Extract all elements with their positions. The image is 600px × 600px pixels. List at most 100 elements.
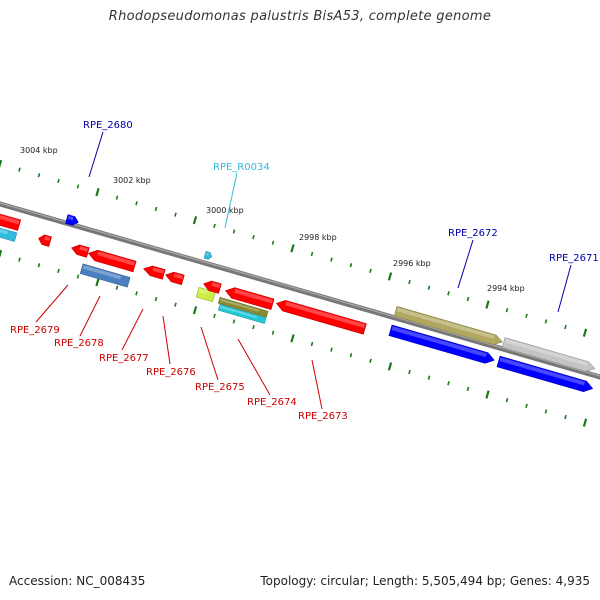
gene-rpe-2674-arrow-highlight [234, 288, 273, 304]
gene-label-leader [35, 284, 69, 323]
gene-rpe-2671-arrow[interactable] [501, 337, 596, 374]
gene-label-leader [200, 326, 219, 381]
gene-rpe-2680-left-arrow[interactable] [0, 211, 22, 231]
gene-rpe-2675-block-highlight [198, 288, 208, 295]
gene-rpe-2678-arrow[interactable] [70, 243, 90, 258]
upper-scale-tick [115, 195, 119, 200]
lower-scale-tick [192, 306, 198, 315]
gene-label-leader [557, 264, 572, 313]
upper-scale-tick [544, 319, 548, 324]
upper-scale-tick [95, 187, 100, 197]
rna-rpe-r0034-arrow[interactable] [203, 251, 213, 260]
lower-scale-tick [505, 398, 509, 403]
gene-label-bottom[interactable]: RPE_2678 [54, 338, 104, 349]
upper-scale-tick [564, 324, 567, 330]
gene-rpe-2680-arrow-body [65, 214, 79, 226]
gene-rpe-2678-block-body [79, 263, 131, 288]
gene-label-bottom[interactable]: RPE_2679 [10, 325, 60, 336]
lower-scale-tick [310, 341, 314, 347]
gene-rpe-2674-arrow[interactable] [224, 285, 275, 310]
gene-rpe-2671-blue-arrow[interactable] [496, 355, 594, 394]
upper-scale-tick [76, 184, 80, 189]
upper-scale-tick [135, 201, 138, 206]
upper-scale-tick [271, 240, 275, 245]
accession-label: Accession: NC_008435 [9, 574, 146, 588]
lower-scale-tick [76, 274, 80, 279]
lower-scale-tick [349, 353, 353, 358]
genome-backbone-highlight [0, 202, 600, 377]
scale-label: 3000 kbp [206, 206, 244, 215]
gene-rpe-2671-arrow-body [501, 337, 596, 372]
upper-scale-tick [57, 178, 60, 184]
gene-rpe-2674-small-arrow[interactable] [202, 279, 222, 294]
gene-rpe-2673-arrow[interactable] [275, 298, 367, 335]
gene-rpe-2678-block[interactable] [79, 263, 131, 288]
gene-rpe-2674-cyan[interactable] [217, 304, 267, 324]
lower-scale-tick [387, 362, 393, 371]
genome-title: Rhodopseudomonas palustris BisA53, compl… [108, 9, 492, 24]
upper-scale-tick [447, 291, 450, 296]
gene-rpe-2671-arrow-highlight [504, 338, 588, 366]
gene-label-top[interactable]: RPE_2680 [83, 120, 133, 131]
lower-scale-tick [115, 285, 119, 290]
upper-scale-tick [154, 206, 158, 212]
upper-scale-tick [252, 234, 255, 240]
gene-rpe-2676-arrow-body [143, 265, 166, 280]
lower-scale-tick [290, 334, 295, 343]
gene-rpe-2676-arrow[interactable] [142, 264, 166, 280]
gene-rpe-2672-blue-arrow[interactable] [388, 324, 496, 365]
gene-rpe-2674-olive[interactable] [217, 297, 269, 318]
gene-rpe-2679-arrow-body [38, 234, 52, 247]
lower-scale-tick [330, 347, 333, 352]
upper-scale-tick [192, 216, 198, 225]
gene-rpe-2675-arrow[interactable] [164, 270, 185, 286]
gene-rpe-2672-blue-arrow-highlight [391, 326, 487, 358]
upper-scale-tick [369, 268, 372, 273]
gene-label-bottom[interactable]: RPE_2676 [146, 367, 196, 378]
gene-rpe-2672-arrow-body [393, 306, 503, 345]
lower-scale-tick [564, 414, 567, 420]
upper-scale-tick [330, 257, 333, 262]
gene-rpe-2672-arrow-highlight [396, 307, 495, 340]
lower-scale-tick [369, 358, 372, 363]
lower-scale-tick [525, 403, 528, 408]
lower-scale-tick [408, 369, 411, 375]
gene-rpe-2678-block-highlight [82, 265, 122, 280]
genome-backbone [0, 201, 600, 380]
lower-scale-tick [18, 257, 21, 262]
gene-label-bottom[interactable]: RPE_2677 [99, 353, 149, 364]
lower-scale-tick [213, 313, 216, 318]
lower-scale-tick [252, 324, 255, 330]
gene-rpe-2676-arrow-highlight [152, 267, 164, 274]
gene-label-leader [162, 315, 171, 365]
lower-scale-tick [154, 296, 158, 302]
gene-label-leader [311, 359, 323, 410]
gene-rpe-2672-arrow[interactable] [393, 306, 503, 346]
upper-scale-tick [213, 223, 216, 228]
rna-left-edge-arrow[interactable] [0, 224, 18, 242]
gene-label-leader [79, 295, 101, 337]
lower-scale-tick [427, 375, 431, 380]
upper-scale-tick [174, 212, 177, 217]
gene-label-top[interactable]: RPE_2672 [448, 228, 498, 239]
lower-scale-tick [485, 390, 490, 399]
gene-label-bottom[interactable]: RPE_2673 [298, 411, 348, 422]
gene-label-leader [457, 239, 474, 289]
topology-summary: Topology: circular; Length: 5,505,494 bp… [260, 574, 590, 588]
upper-scale-tick [427, 285, 431, 290]
gene-rpe-2671-blue-arrow-highlight [499, 357, 586, 386]
gene-label-top[interactable]: RPE_R0034 [213, 162, 270, 173]
gene-rpe-2680-arrow[interactable] [65, 214, 80, 227]
lower-scale-tick [0, 249, 3, 258]
lower-scale-tick [174, 302, 177, 307]
gene-rpe-2677-arrow[interactable] [87, 248, 137, 273]
gene-label-top[interactable]: RPE_2671 [549, 253, 599, 264]
gene-label-bottom[interactable]: RPE_2675 [195, 382, 245, 393]
scale-label: 2994 kbp [487, 284, 525, 293]
gene-rpe-2677-arrow-body [87, 249, 137, 273]
gene-rpe-2679-arrow[interactable] [37, 234, 52, 247]
rna-rpe-r0034-arrow-body [203, 251, 213, 260]
gene-label-bottom[interactable]: RPE_2674 [247, 397, 297, 408]
upper-scale-tick [485, 300, 490, 309]
